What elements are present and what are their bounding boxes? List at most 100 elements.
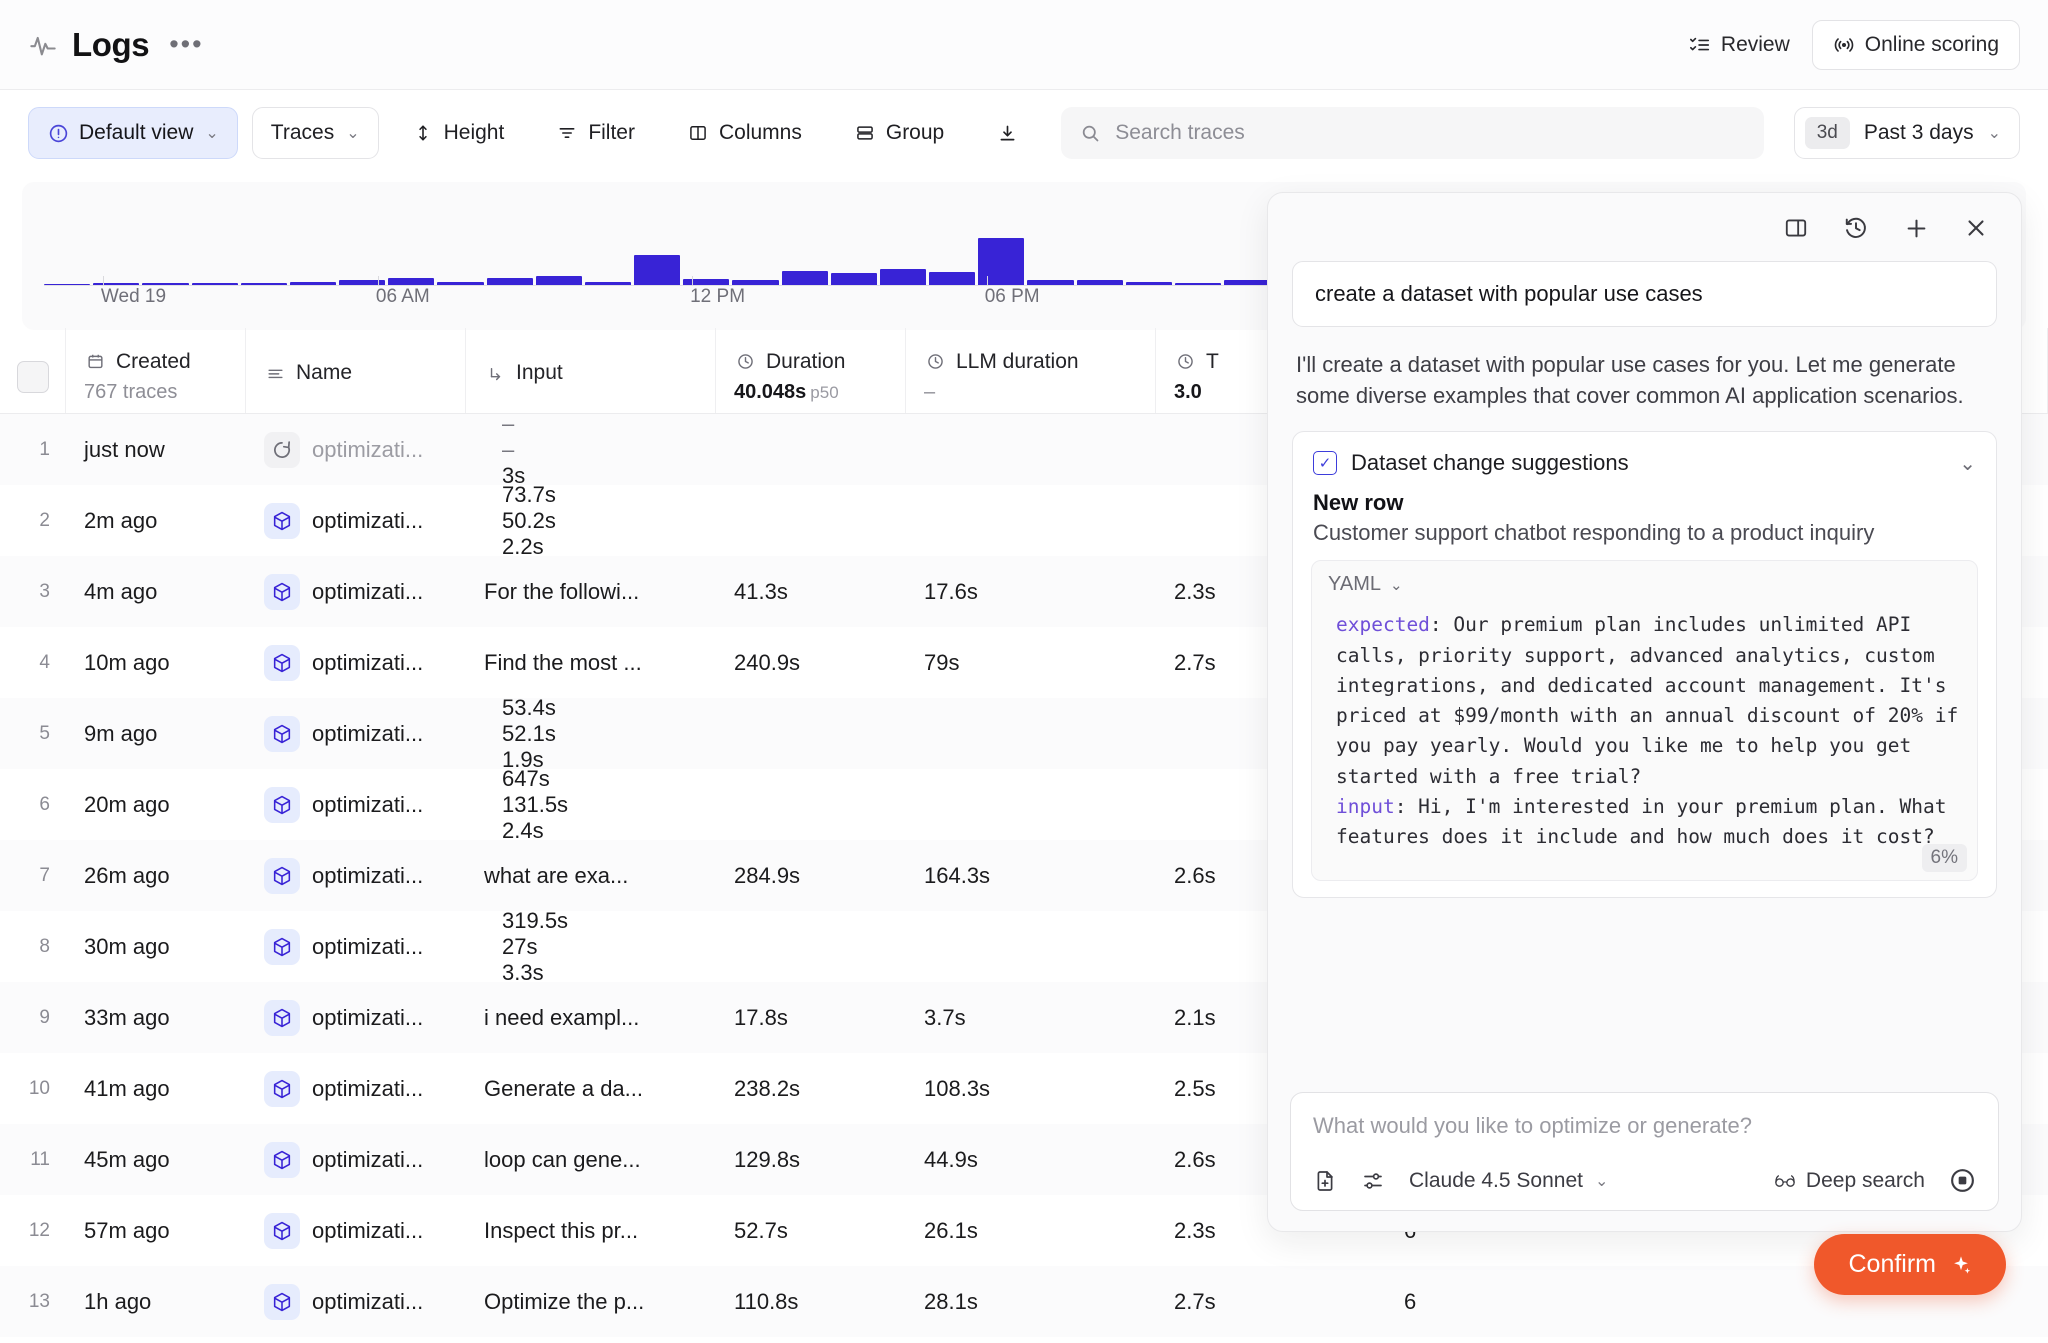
code-language-selector[interactable]: YAML ⌄ — [1312, 561, 1977, 602]
search-traces-box[interactable] — [1061, 107, 1764, 159]
histogram-bar[interactable] — [339, 280, 386, 286]
histogram-bar[interactable] — [1125, 281, 1172, 286]
histogram-bar[interactable] — [1076, 280, 1123, 286]
broadcast-icon — [1833, 34, 1855, 56]
column-header-name[interactable]: Name — [246, 328, 466, 413]
histogram-bar[interactable] — [1174, 283, 1222, 286]
code-content: expected: Our premium plan includes unli… — [1312, 602, 1977, 880]
histogram-bar[interactable] — [437, 281, 484, 286]
name-text: optimizati... — [312, 1217, 424, 1243]
online-scoring-button[interactable]: Online scoring — [1811, 19, 2020, 70]
histogram-bar[interactable] — [929, 272, 976, 286]
histogram-bar[interactable] — [240, 283, 287, 286]
histogram-bar[interactable] — [830, 273, 877, 286]
cell-duration: 17.8s — [734, 1004, 788, 1030]
file-plus-icon[interactable] — [1313, 1169, 1337, 1193]
range-badge: 3d — [1804, 117, 1850, 149]
histogram-bar[interactable] — [732, 280, 779, 286]
histogram-bar[interactable] — [289, 281, 337, 286]
histogram-bar[interactable] — [1027, 280, 1074, 286]
cube-icon — [264, 999, 300, 1036]
histogram-bar[interactable] — [634, 255, 681, 286]
close-icon[interactable] — [1961, 213, 1991, 243]
column-header-input[interactable]: Input — [466, 328, 716, 413]
prompt-composer[interactable]: What would you like to optimize or gener… — [1290, 1092, 1999, 1211]
confirm-button[interactable]: Confirm — [1814, 1234, 2006, 1295]
axis-tick-label: 06 PM — [985, 276, 1040, 308]
row-index: 1 — [39, 438, 50, 460]
cell-created: 45m ago — [84, 1146, 170, 1172]
histogram-bar[interactable] — [978, 238, 1025, 286]
suggestions-title: Dataset change suggestions — [1351, 450, 1629, 476]
user-query[interactable]: create a dataset with popular use cases — [1292, 261, 1997, 327]
checkbox-checked-icon[interactable]: ✓ — [1313, 451, 1337, 476]
table-row[interactable]: 13 1h ago optimizati... Optimize the p... 11… — [0, 1266, 2048, 1337]
histogram-bar[interactable] — [486, 277, 533, 286]
traces-dropdown[interactable]: Traces ⌄ — [251, 107, 379, 159]
histogram-bar[interactable] — [1224, 280, 1271, 286]
search-input[interactable] — [1115, 121, 1746, 145]
sidebar-toggle-icon[interactable] — [1781, 213, 1811, 243]
table-row[interactable]: 6 20m ago optimizati... 647s 131.5s 2.4s — [0, 765, 2048, 843]
height-button[interactable]: Height — [393, 107, 524, 159]
rows-icon — [854, 122, 876, 144]
select-all-header[interactable] — [0, 328, 66, 413]
stop-circle-icon[interactable] — [1949, 1167, 1976, 1194]
ttft-value: 3.0 — [1174, 380, 1202, 403]
cell-name: optimizati... — [246, 1212, 466, 1249]
time-range-selector[interactable]: 3d Past 3 days ⌄ — [1793, 107, 2020, 159]
histogram-bar[interactable] — [142, 283, 189, 286]
histogram-bar[interactable] — [535, 276, 582, 286]
table-row[interactable]: 8 30m ago optimizati... 319.5s 27s 3.3s — [0, 908, 2048, 985]
plus-icon[interactable] — [1901, 213, 1931, 243]
name-text: optimizati... — [312, 1075, 424, 1101]
column-header-created[interactable]: Created 767 traces — [66, 328, 246, 413]
table-row[interactable]: 4 10m ago optimizati... Find the most ... 24… — [0, 627, 2048, 698]
cell-llm-duration: 131.5s — [502, 791, 569, 817]
histogram-bar[interactable] — [781, 270, 828, 286]
search-icon — [1079, 122, 1101, 144]
histogram-bar[interactable] — [683, 279, 730, 286]
filter-button[interactable]: Filter — [537, 107, 654, 159]
cell-name: optimizati... — [246, 1070, 466, 1107]
composer-placeholder[interactable]: What would you like to optimize or gener… — [1313, 1113, 1753, 1138]
cell-ttft: 1.9s — [502, 746, 544, 772]
name-text: optimizati... — [312, 578, 424, 604]
column-header-duration[interactable]: Duration 40.048s p50 — [716, 328, 906, 413]
history-icon[interactable] — [1841, 213, 1871, 243]
table-row[interactable]: 10 41m ago optimizati... Generate a da... 23… — [0, 1053, 2048, 1124]
histogram-bar[interactable] — [191, 283, 238, 286]
columns-button[interactable]: Columns — [668, 107, 821, 159]
ellipsis-icon[interactable]: ••• — [169, 29, 204, 60]
cell-name: optimizati... — [246, 644, 466, 681]
cell-created: 33m ago — [84, 1004, 170, 1030]
cell-duration: 53.4s — [502, 694, 556, 720]
cell-duration: 73.7s — [502, 481, 556, 507]
default-view-label: Default view — [79, 121, 194, 144]
deep-search-button[interactable]: Deep search — [1774, 1169, 1925, 1193]
histogram-bar[interactable] — [93, 283, 140, 286]
review-label: Review — [1720, 32, 1790, 56]
default-view-button[interactable]: Default view ⌄ — [28, 107, 238, 159]
group-button[interactable]: Group — [835, 107, 963, 159]
histogram-bar[interactable] — [879, 269, 927, 286]
chevron-down-icon[interactable]: ⌄ — [1959, 452, 1976, 475]
chevron-down-icon: ⌄ — [1987, 125, 2001, 142]
sliders-icon[interactable] — [1361, 1169, 1385, 1193]
dataset-change-suggestions-card: ✓ Dataset change suggestions ⌄ New row C… — [1292, 431, 1997, 899]
histogram-bar[interactable] — [584, 281, 632, 286]
row-index: 5 — [39, 722, 50, 744]
checkbox-icon[interactable] — [16, 360, 49, 393]
cell-duration: 129.8s — [734, 1146, 801, 1172]
cube-icon — [264, 1141, 300, 1178]
review-button[interactable]: Review — [1689, 33, 1790, 57]
column-header-llm-duration[interactable]: LLM duration – — [906, 328, 1156, 413]
histogram-bar[interactable] — [388, 277, 435, 286]
download-button[interactable] — [977, 107, 1037, 159]
cell-llm-duration: 79s — [924, 649, 960, 675]
cell-input: loop can gene... — [484, 1146, 641, 1172]
table-row[interactable]: 2 2m ago optimizati... 73.7s 50.2s 2.2s — [0, 481, 2048, 559]
model-selector[interactable]: Claude 4.5 Sonnet ⌄ — [1409, 1169, 1608, 1193]
suggestions-header[interactable]: ✓ Dataset change suggestions ⌄ — [1293, 432, 1996, 486]
cell-duration: 647s — [502, 765, 550, 791]
